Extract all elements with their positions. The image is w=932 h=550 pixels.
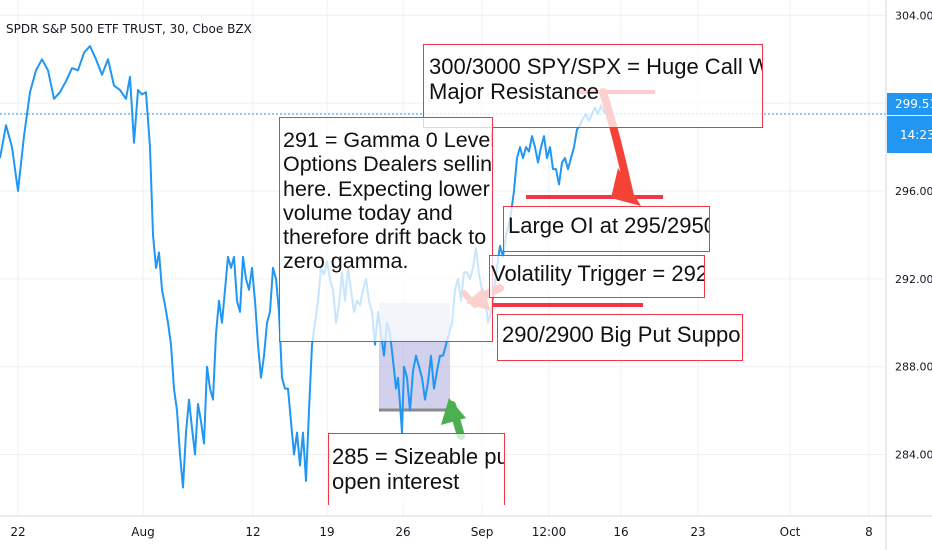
annotation-line: zero gamma. <box>283 249 409 274</box>
gamma-zero-annotation[interactable]: 291 = Gamma 0 Level Options Dealers sell… <box>279 117 493 342</box>
y-tick-label: 296.00 <box>895 185 932 198</box>
x-tick-label: 26 <box>395 525 410 539</box>
large-oi-annotation[interactable]: Large OI at 295/2950 <box>503 206 710 252</box>
annotation-line: therefore drift back to <box>283 225 487 250</box>
annotation-line: here. Expecting lower <box>283 176 490 201</box>
annotation-line: 290/2900 Big Put Support <box>502 322 743 347</box>
annotation-line: volume today and <box>283 200 453 225</box>
put-oi-annotation[interactable]: 285 = Sizeable put open interest <box>328 433 505 505</box>
y-tick-label: 292.00 <box>895 273 932 286</box>
x-tick-label: 19 <box>319 525 334 539</box>
x-tick-label: Aug <box>131 525 154 539</box>
arrow-head-red-icon <box>611 168 641 206</box>
arrow-head-green-icon <box>441 398 466 425</box>
countdown-tag <box>887 116 932 153</box>
annotation-line: open interest <box>332 468 460 494</box>
time-axis[interactable]: 22 Aug 12 19 26 Sep 12:00 16 23 Oct 8 <box>10 525 872 539</box>
annotation-line: 291 = Gamma 0 Level <box>283 128 493 152</box>
annotation-line: Large OI at 295/2950 <box>508 213 710 238</box>
annotation-line: Major Resistance <box>429 78 599 104</box>
call-wall-annotation[interactable]: 300/3000 SPY/SPX = Huge Call Wall Major … <box>423 44 763 128</box>
x-tick-label: 12 <box>245 525 260 539</box>
vol-trigger-annotation[interactable]: Volatility Trigger = 292 <box>489 255 705 298</box>
x-tick-label: 8 <box>865 525 873 539</box>
countdown-tag-value: 14:23 <box>900 128 932 142</box>
x-tick-label: 22 <box>10 525 25 539</box>
last-price-tag-value: 299.51 <box>895 97 932 111</box>
x-tick-label: 23 <box>690 525 705 539</box>
annotation-line: Volatility Trigger = 292 <box>491 261 705 286</box>
annotation-line: Options Dealers selling <box>283 152 493 177</box>
annotation-line: 300/3000 SPY/SPX = Huge Call Wall <box>429 54 763 79</box>
y-tick-label: 304.00 <box>895 9 932 22</box>
x-tick-label: 16 <box>613 525 628 539</box>
put-support-annotation[interactable]: 290/2900 Big Put Support <box>497 314 743 361</box>
x-tick-label: 12:00 <box>532 525 567 539</box>
x-tick-label: Oct <box>780 525 801 539</box>
x-tick-label: Sep <box>471 525 494 539</box>
annotation-line: 285 = Sizeable put <box>332 444 505 469</box>
last-price-tag <box>887 93 932 115</box>
y-tick-label: 284.00 <box>895 449 932 462</box>
symbol-header[interactable]: SPDR S&P 500 ETF TRUST, 30, Cboe BZX <box>6 22 252 36</box>
y-tick-label: 288.00 <box>895 361 932 374</box>
